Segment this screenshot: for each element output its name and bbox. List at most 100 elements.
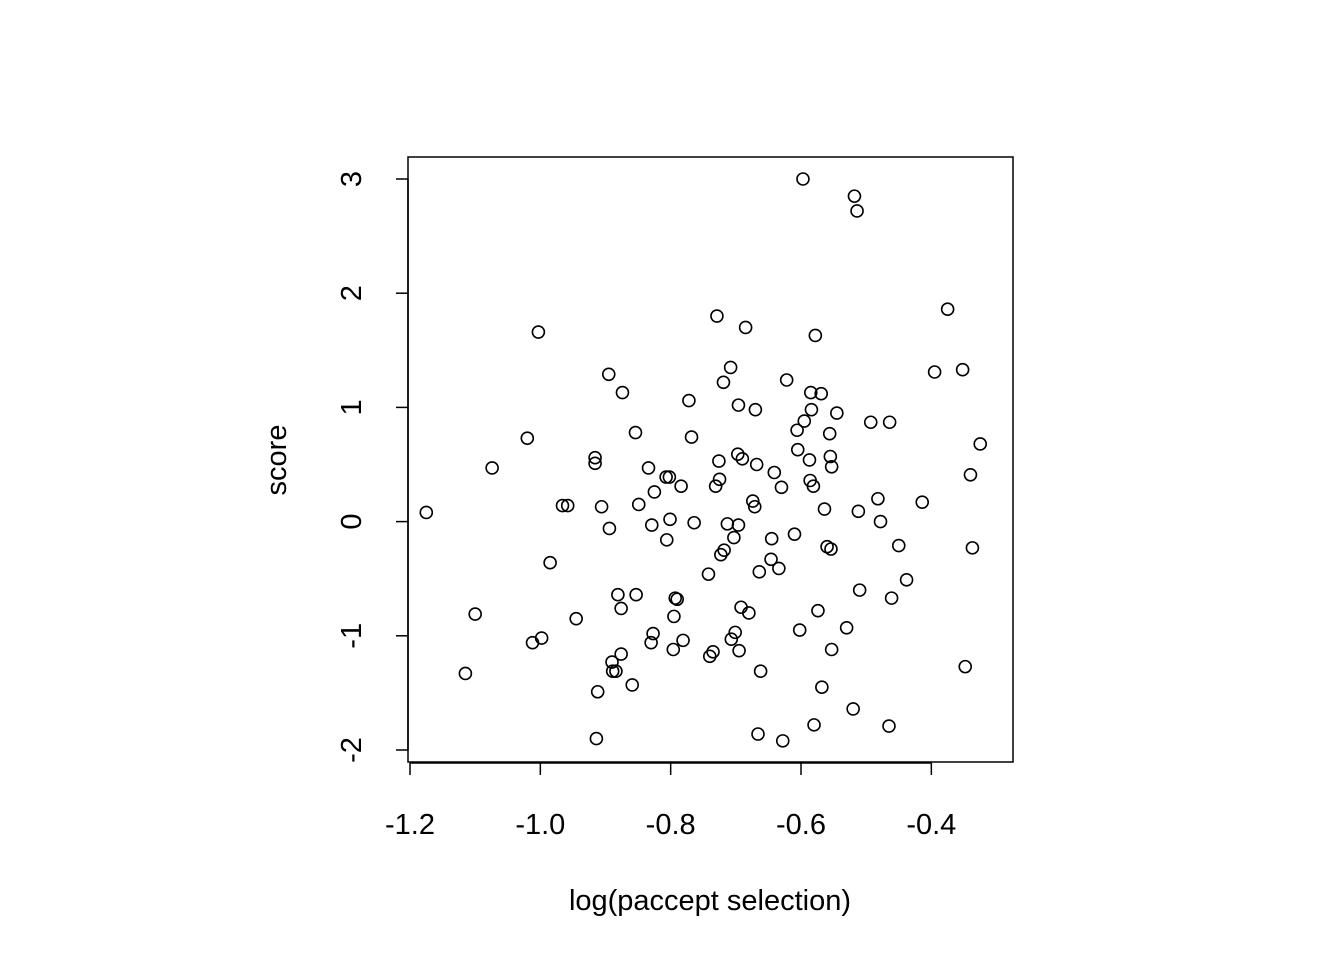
y-tick-label: 0 xyxy=(336,514,368,530)
scatter-point xyxy=(458,666,473,681)
scatter-point xyxy=(717,543,731,557)
scatter-point xyxy=(731,518,746,532)
scatter-point xyxy=(670,592,684,607)
scatter-point xyxy=(590,684,605,699)
scatter-point xyxy=(710,309,724,323)
scatter-point xyxy=(803,385,818,400)
scatter-point xyxy=(804,402,819,417)
data-points xyxy=(419,172,988,748)
scatter-point xyxy=(891,538,906,553)
scatter-point xyxy=(973,437,988,451)
scatter-point xyxy=(752,565,767,579)
scatter-point xyxy=(745,494,760,508)
scatter-point xyxy=(817,502,832,516)
scatter-point xyxy=(644,635,658,650)
scatter-point xyxy=(850,204,864,218)
scatter-point xyxy=(751,727,765,741)
scatter-point xyxy=(940,302,955,316)
scatter-point xyxy=(682,393,696,408)
scatter-point xyxy=(724,632,739,647)
scatter-point xyxy=(468,607,482,621)
x-tick-label: -0.6 xyxy=(776,809,826,841)
scatter-point xyxy=(899,573,914,587)
scatter-point xyxy=(807,718,821,732)
scatter-point xyxy=(796,172,810,186)
scatter-point xyxy=(790,423,804,438)
scatter-point xyxy=(687,515,701,530)
scatter-point xyxy=(485,461,499,475)
scatter-point xyxy=(824,542,838,556)
scatter-point xyxy=(792,623,807,637)
scatter-point xyxy=(589,731,604,746)
scatter-point xyxy=(955,362,970,377)
y-axis-label: score xyxy=(261,425,293,496)
scatter-point xyxy=(720,517,735,531)
scatter-point xyxy=(667,609,681,624)
scatter-point xyxy=(958,659,973,674)
scatter-point xyxy=(611,587,625,602)
scatter-point xyxy=(644,518,659,532)
scatter-point xyxy=(712,454,726,468)
scatter-point xyxy=(615,385,630,400)
scatter-point xyxy=(659,470,673,484)
scatter-point xyxy=(748,402,763,417)
scatter-point xyxy=(779,373,794,387)
scatter-point xyxy=(839,621,854,635)
scatter-point xyxy=(772,561,786,576)
scatter-point xyxy=(419,505,434,520)
scatter-point xyxy=(728,625,742,640)
y-tick-label: -1 xyxy=(336,623,368,649)
y-tick-label: -2 xyxy=(336,737,368,763)
scatter-point xyxy=(927,365,942,379)
scatter-point xyxy=(560,498,575,513)
x-tick-label: -0.4 xyxy=(906,809,956,841)
scatter-point xyxy=(663,512,677,527)
scatter-point xyxy=(824,642,839,657)
scatter-point xyxy=(846,702,860,716)
scatter-point xyxy=(625,678,640,692)
y-tick-label: 2 xyxy=(336,285,368,301)
scatter-point xyxy=(884,591,899,605)
scatter-point xyxy=(641,461,656,475)
scatter-point xyxy=(684,430,699,444)
scatter-point xyxy=(797,414,812,428)
scatter-point xyxy=(662,470,677,484)
scatter-point xyxy=(815,680,829,694)
scatter-point xyxy=(742,606,756,620)
scatter-point xyxy=(534,631,549,645)
scatter-point xyxy=(814,386,829,401)
scatter-point xyxy=(830,406,844,420)
scatter-point xyxy=(646,626,660,641)
scatter-point xyxy=(712,472,727,487)
scatter-point xyxy=(851,504,866,519)
scatter-point xyxy=(747,499,762,514)
scatter-point xyxy=(863,415,878,430)
scatter-point xyxy=(873,514,888,529)
scatter-point xyxy=(787,527,802,541)
scatter-point xyxy=(666,642,681,657)
scatter-point xyxy=(706,644,720,659)
scatter-point xyxy=(727,530,741,545)
scatter-point xyxy=(753,664,768,679)
scatter-point xyxy=(674,479,688,493)
scatter-point xyxy=(659,533,674,547)
scatter-point xyxy=(629,587,643,602)
scatter-point xyxy=(716,375,731,390)
scatter-point xyxy=(823,449,838,464)
scatter-point xyxy=(735,451,750,466)
y-tick-label: 3 xyxy=(336,171,368,187)
scatter-point xyxy=(631,497,646,512)
scatter-point xyxy=(602,521,617,536)
scatter-point xyxy=(605,655,619,669)
plot-frame xyxy=(407,156,1014,763)
scatter-point xyxy=(609,664,623,679)
x-axis-label: log(paccept selection) xyxy=(569,885,851,917)
y-tick-label: 1 xyxy=(336,399,368,415)
scatter-point xyxy=(806,479,821,493)
scatter-point xyxy=(915,495,930,509)
scatter-point xyxy=(614,601,628,616)
scatter-point xyxy=(730,447,745,462)
scatter-point xyxy=(963,467,978,482)
